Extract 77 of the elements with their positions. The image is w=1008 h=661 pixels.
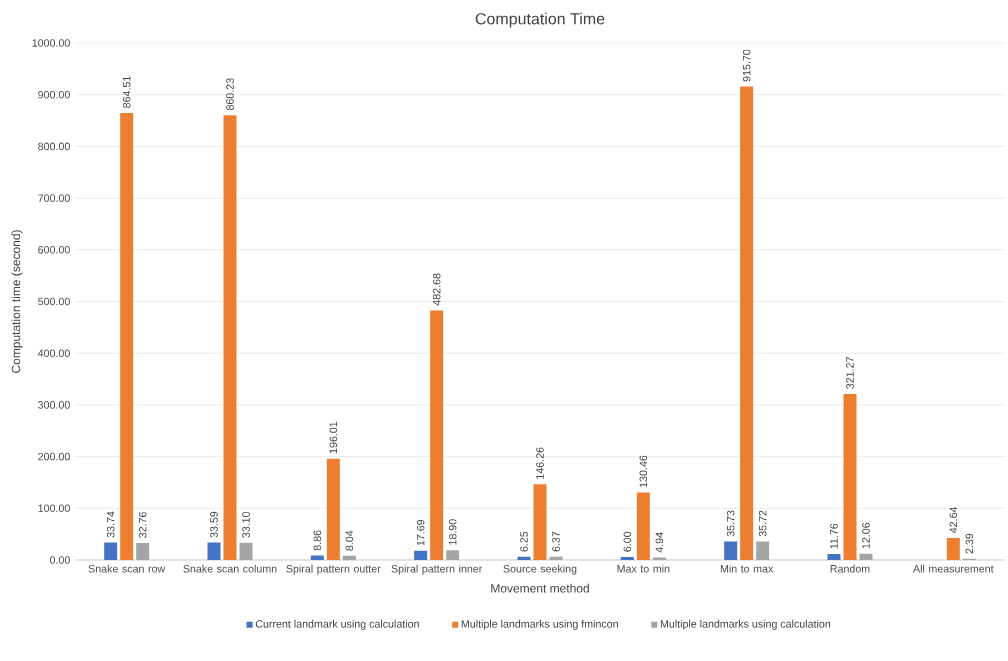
x-axis-title: Movement method [491, 583, 589, 593]
data-label: 915.70 [742, 49, 751, 82]
bar [342, 555, 356, 560]
x-tick-label: Spiral pattern inner [391, 564, 483, 575]
data-label: 33.74 [106, 511, 115, 538]
data-label: 482.68 [432, 273, 441, 306]
bar [843, 393, 857, 560]
y-tick-label: 900.00 [38, 90, 70, 99]
x-tick-label: Spiral pattern outter [286, 564, 381, 575]
data-label: 35.72 [758, 510, 767, 537]
data-label: 321.27 [846, 357, 854, 389]
data-label: 33.59 [210, 511, 218, 538]
x-tick-label: Max to min [617, 564, 670, 573]
bar [946, 537, 960, 560]
bar [207, 542, 221, 560]
y-tick-label: 800.00 [38, 142, 70, 151]
data-label: 11.76 [830, 523, 838, 549]
data-label: 17.69 [416, 519, 425, 546]
data-label: 8.86 [313, 530, 322, 551]
data-label: 2.39 [965, 533, 974, 554]
bar [859, 553, 873, 560]
y-tick-label: 700.00 [38, 194, 70, 202]
data-label: 42.64 [949, 506, 958, 533]
data-label: 6.00 [623, 531, 632, 552]
bar [430, 310, 444, 560]
data-label: 6.25 [520, 531, 528, 552]
bar [120, 113, 134, 560]
data-label: 130.46 [639, 455, 648, 488]
data-label: 32.76 [138, 512, 147, 538]
bar [724, 541, 738, 560]
data-label: 6.37 [552, 531, 560, 552]
bar [636, 492, 650, 560]
y-tick-label: 600.00 [38, 246, 70, 254]
data-label: 12.06 [862, 522, 870, 549]
data-label: 146.26 [536, 447, 544, 479]
bar [827, 553, 841, 560]
bar [652, 557, 666, 560]
y-axis-title: Computation time (second) [11, 230, 23, 373]
bar [310, 555, 324, 560]
bar [533, 484, 547, 560]
x-tick-label: Random [830, 564, 870, 573]
y-tick-label: 100.00 [38, 504, 70, 513]
bar [756, 541, 770, 560]
chart-title: Computation Time [475, 12, 605, 28]
bar [517, 556, 531, 560]
y-tick-label: 1000.00 [32, 39, 70, 47]
data-label: 35.73 [726, 510, 735, 537]
bar [414, 550, 428, 560]
data-label: 33.10 [242, 511, 250, 538]
bar [446, 550, 460, 560]
data-label: 8.04 [345, 530, 354, 551]
data-label: 196.01 [329, 421, 338, 454]
y-tick-label: 0.00 [49, 556, 70, 564]
y-tick-label: 300.00 [38, 401, 70, 409]
y-tick-label: 400.00 [37, 349, 70, 357]
bar [549, 556, 563, 560]
bar [239, 542, 253, 560]
bar [136, 543, 150, 560]
bar [223, 115, 237, 560]
legend-label: Current landmark using calculation [255, 619, 419, 630]
data-label: 860.23 [226, 78, 234, 111]
legend-label: Multiple landmarks using fmincon [461, 619, 618, 630]
bar [740, 86, 754, 560]
y-tick-label: 200.00 [38, 452, 70, 461]
x-tick-label: Min to max [720, 564, 774, 573]
x-tick-label: All measurement [913, 564, 994, 573]
bar [620, 556, 634, 560]
y-tick-label: 500.00 [38, 297, 70, 306]
data-label: 18.90 [448, 519, 457, 545]
data-label: 4.94 [655, 532, 664, 553]
legend-label: Multiple landmarks using calculation [660, 619, 831, 630]
x-tick-label: Snake scan column [183, 564, 277, 573]
bar [326, 458, 340, 560]
x-tick-label: Source seeking [503, 564, 577, 575]
bar [104, 542, 118, 560]
x-tick-label: Snake scan row [88, 564, 166, 573]
data-label: 864.51 [122, 76, 131, 108]
